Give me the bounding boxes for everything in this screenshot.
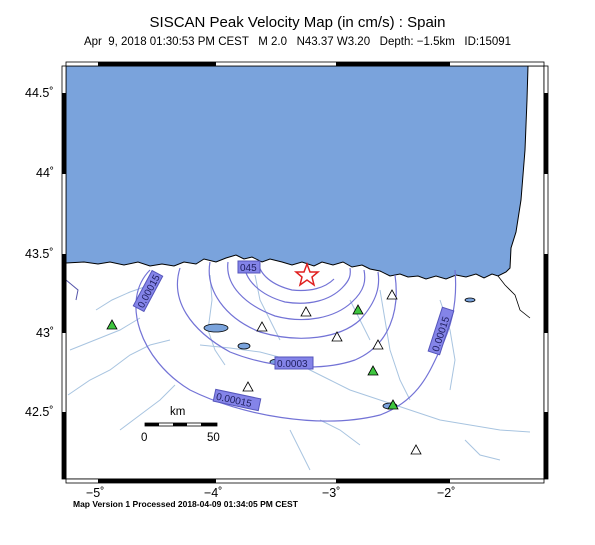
station-white	[331, 331, 343, 342]
label-0003: 0.0003	[277, 359, 308, 370]
station-white	[410, 444, 422, 455]
x-tick-label: −5˚	[86, 486, 104, 500]
station-green	[367, 365, 379, 376]
y-axis-labels: 44.5˚ 44˚ 43.5˚ 43˚ 42.5˚	[25, 86, 54, 419]
y-tick-label: 44.5˚	[25, 86, 54, 100]
x-tick-label: −2˚	[437, 486, 455, 500]
stations	[106, 289, 422, 455]
y-tick-label: 43.5˚	[25, 247, 54, 261]
station-white	[386, 289, 398, 300]
station-white	[372, 339, 384, 350]
contour-4	[227, 261, 366, 321]
station-white	[242, 381, 254, 392]
x-tick-label: −4˚	[204, 486, 222, 500]
sea	[66, 66, 529, 280]
contour-3	[208, 261, 380, 339]
epicenter-star	[293, 261, 321, 287]
station-white	[256, 321, 268, 332]
event-info: Apr 9, 2018 01:30:53 PM CEST M 2.0 N43.3…	[83, 36, 512, 48]
map-area: 0.00015 0.0003 045 0.00015 0.00015	[66, 66, 544, 479]
station-green	[387, 399, 399, 410]
map-title: SISCAN Peak Velocity Map (in cm/s) : Spa…	[149, 14, 446, 31]
map-version-footer: Map Version 1 Processed 2018-04-09 01:34…	[73, 499, 298, 509]
x-axis-labels: −5˚ −4˚ −3˚ −2˚	[86, 486, 455, 500]
scale-bar: km 0 50	[141, 406, 220, 444]
contour-5	[243, 261, 351, 304]
x-tick-label: −3˚	[322, 486, 340, 500]
contour-6	[257, 261, 335, 292]
y-tick-label: 43˚	[36, 326, 54, 340]
y-tick-label: 42.5˚	[25, 405, 54, 419]
station-green	[352, 304, 364, 315]
label-045: 045	[240, 263, 257, 274]
y-tick-label: 44˚	[36, 166, 54, 180]
station-green	[106, 319, 118, 330]
scale-end: 50	[207, 432, 220, 444]
station-white	[300, 306, 312, 317]
map-frame	[61, 61, 549, 484]
scale-unit: km	[170, 406, 185, 418]
scale-start: 0	[141, 432, 147, 444]
